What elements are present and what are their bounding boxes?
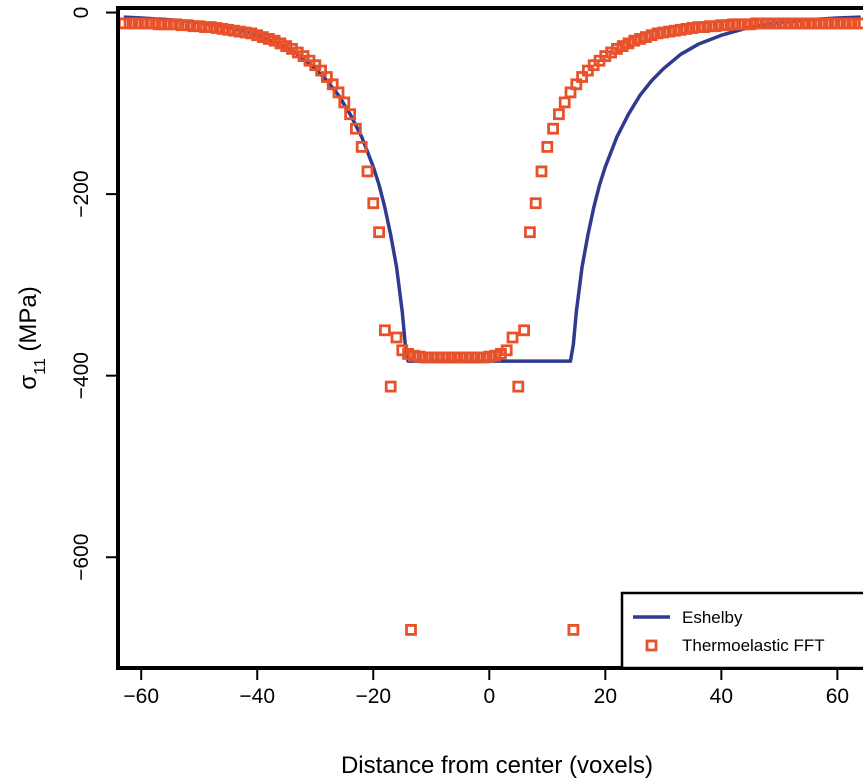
fft-point: [373, 226, 386, 239]
fft-point: [518, 324, 530, 337]
fft-point: [547, 122, 559, 135]
y-tick-label: −600: [70, 534, 93, 581]
x-axis: −60 −40 −20 0 20 40 60: [123, 668, 849, 708]
fft-point: [405, 624, 417, 636]
x-tick-label: 40: [710, 685, 733, 708]
fft-point: [344, 108, 357, 121]
legend-eshelby-label: Eshelby: [682, 608, 743, 627]
fft-point: [500, 344, 513, 357]
plot-frame: [116, 6, 863, 670]
fft-point: [512, 380, 525, 393]
fft-point: [390, 331, 403, 344]
x-tick-label: 20: [594, 685, 617, 708]
fft-point: [541, 140, 554, 153]
fft-point: [553, 108, 565, 121]
fft-point: [384, 380, 397, 393]
y-axis-title-subscript: 11: [32, 358, 49, 375]
y-tick-label: 0: [70, 7, 93, 19]
y-axis: 0 −200 −400 −600: [70, 7, 118, 581]
legend: Eshelby Thermoelastic FFT: [620, 591, 863, 670]
legend-fft-label: Thermoelastic FFT: [682, 636, 825, 655]
x-tick-label: 0: [483, 685, 495, 708]
y-axis-title: σ11 (MPa): [15, 286, 49, 389]
y-tick-label: −200: [70, 170, 93, 217]
legend-fft-swatch: [645, 639, 658, 652]
fft-point: [338, 96, 351, 109]
x-tick-label: −20: [355, 685, 391, 708]
fft-point: [349, 122, 362, 135]
fft-point: [558, 96, 571, 109]
fft-point: [535, 165, 548, 178]
x-tick-label: −60: [123, 685, 159, 708]
fft-point: [361, 165, 374, 178]
fft-point: [854, 17, 863, 30]
x-tick-label: −40: [239, 685, 275, 708]
y-tick-label: −400: [70, 352, 93, 399]
fft-point: [529, 197, 542, 210]
fft-point: [355, 140, 368, 153]
series-layer: [117, 15, 863, 636]
fft-point: [506, 331, 519, 344]
y-axis-title-symbol: σ: [15, 375, 42, 390]
fft-point: [378, 324, 391, 337]
fft-point: [524, 226, 536, 239]
x-axis-title: Distance from center (voxels): [341, 752, 653, 779]
y-axis-title-unit: (MPa): [15, 286, 42, 358]
eshelby-line: [123, 15, 861, 363]
fft-point: [680, 22, 693, 35]
fft-point: [567, 624, 580, 636]
x-tick-label: 60: [826, 685, 849, 708]
fft-point: [367, 197, 380, 210]
legend-box: [620, 591, 863, 670]
